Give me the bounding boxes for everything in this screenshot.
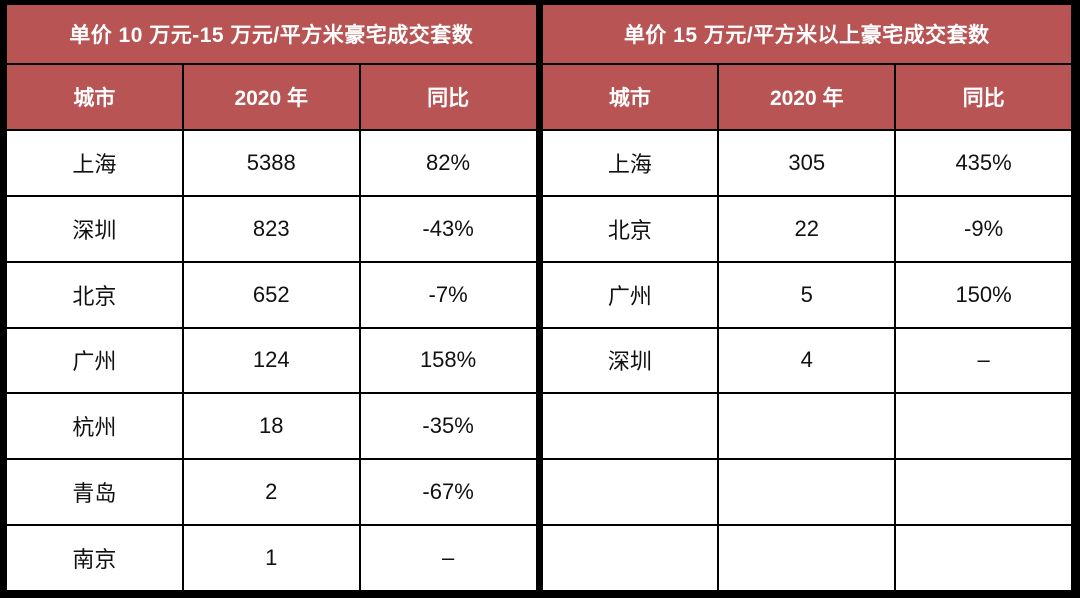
count-cell xyxy=(717,392,897,461)
table-row-empty xyxy=(540,458,1073,527)
yoy-cell xyxy=(894,458,1073,527)
city-cell xyxy=(540,458,720,527)
yoy-cell: -67% xyxy=(358,458,538,527)
count-cell xyxy=(717,458,897,527)
city-cell: 广州 xyxy=(5,326,184,395)
city-cell: 深圳 xyxy=(5,194,184,263)
city-cell: 南京 xyxy=(5,524,184,592)
column-header-2020: 2020 年 xyxy=(181,63,361,131)
count-cell: 5388 xyxy=(181,129,361,197)
city-cell: 上海 xyxy=(540,129,720,197)
yoy-cell: 435% xyxy=(894,129,1073,197)
count-cell: 124 xyxy=(181,326,361,395)
yoy-cell: -7% xyxy=(358,260,538,329)
table-title-row: 单价 15 万元/平方米以上豪宅成交套数 xyxy=(540,3,1073,65)
yoy-cell: -35% xyxy=(358,392,538,461)
count-cell: 823 xyxy=(181,194,361,263)
city-cell: 上海 xyxy=(5,129,184,197)
table-row: 上海 5388 82% xyxy=(5,129,538,197)
table-title: 单价 10 万元-15 万元/平方米豪宅成交套数 xyxy=(5,3,538,65)
column-header-2020: 2020 年 xyxy=(717,63,897,131)
table-header-row: 城市 2020 年 同比 xyxy=(540,63,1073,131)
table-row: 深圳 4 – xyxy=(540,326,1073,395)
yoy-cell xyxy=(894,392,1073,461)
yoy-cell xyxy=(894,524,1073,592)
table-row: 青岛 2 -67% xyxy=(5,458,538,527)
city-cell xyxy=(540,392,720,461)
count-cell: 652 xyxy=(181,260,361,329)
column-header-city: 城市 xyxy=(540,63,720,131)
table-title-row: 单价 10 万元-15 万元/平方米豪宅成交套数 xyxy=(5,3,538,65)
count-cell: 22 xyxy=(717,194,897,263)
count-cell: 18 xyxy=(181,392,361,461)
column-header-yoy: 同比 xyxy=(358,63,538,131)
city-cell: 深圳 xyxy=(540,326,720,395)
column-header-city: 城市 xyxy=(5,63,184,131)
city-cell: 北京 xyxy=(540,194,720,263)
table-price-15w-plus: 单价 15 万元/平方米以上豪宅成交套数 城市 2020 年 同比 上海 305… xyxy=(540,3,1073,592)
yoy-cell: 158% xyxy=(358,326,538,395)
table-row-empty xyxy=(540,524,1073,592)
yoy-cell: -9% xyxy=(894,194,1073,263)
table-row: 广州 5 150% xyxy=(540,260,1073,329)
yoy-cell: – xyxy=(894,326,1073,395)
table-price-10-15w: 单价 10 万元-15 万元/平方米豪宅成交套数 城市 2020 年 同比 上海… xyxy=(5,3,538,592)
column-header-yoy: 同比 xyxy=(894,63,1073,131)
count-cell: 305 xyxy=(717,129,897,197)
table-row: 上海 305 435% xyxy=(540,129,1073,197)
table-row: 深圳 823 -43% xyxy=(5,194,538,263)
table-row: 北京 22 -9% xyxy=(540,194,1073,263)
count-cell: 1 xyxy=(181,524,361,592)
table-row: 南京 1 – xyxy=(5,524,538,592)
yoy-cell: – xyxy=(358,524,538,592)
yoy-cell: 82% xyxy=(358,129,538,197)
yoy-cell: -43% xyxy=(358,194,538,263)
count-cell: 2 xyxy=(181,458,361,527)
city-cell: 青岛 xyxy=(5,458,184,527)
city-cell: 广州 xyxy=(540,260,720,329)
city-cell: 杭州 xyxy=(5,392,184,461)
table-row: 北京 652 -7% xyxy=(5,260,538,329)
count-cell: 5 xyxy=(717,260,897,329)
table-header-row: 城市 2020 年 同比 xyxy=(5,63,538,131)
city-cell: 北京 xyxy=(5,260,184,329)
city-cell xyxy=(540,524,720,592)
yoy-cell: 150% xyxy=(894,260,1073,329)
count-cell xyxy=(717,524,897,592)
table-title: 单价 15 万元/平方米以上豪宅成交套数 xyxy=(540,3,1073,65)
count-cell: 4 xyxy=(717,326,897,395)
table-row: 杭州 18 -35% xyxy=(5,392,538,461)
table-row: 广州 124 158% xyxy=(5,326,538,395)
table-row-empty xyxy=(540,392,1073,461)
